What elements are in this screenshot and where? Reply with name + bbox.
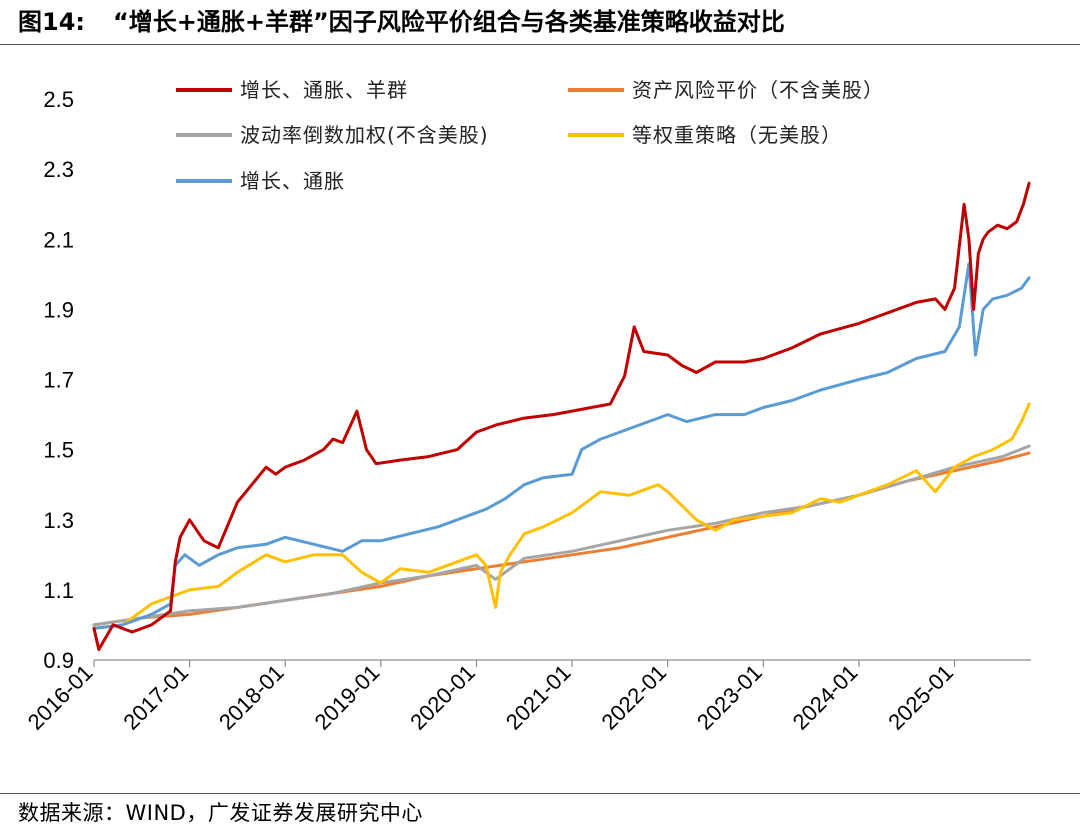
y-tick-label: 1.9	[43, 297, 74, 322]
figure-title-text: “增长+通胀+羊群”因子风险平价组合与各类基准策略收益对比	[113, 8, 785, 36]
x-tick-label: 2023-01	[692, 660, 767, 735]
series-line	[92, 444, 1031, 627]
x-tick-label: 2017-01	[118, 660, 193, 735]
x-tick-label: 2018-01	[214, 660, 289, 735]
x-tick-label: 2020-01	[405, 660, 480, 735]
y-tick-label: 2.5	[43, 87, 74, 112]
y-tick-label: 1.5	[43, 438, 74, 463]
x-tick-label: 2025-01	[883, 660, 958, 735]
y-tick-label: 1.1	[43, 578, 74, 603]
figure-title: 图14: “增长+通胀+羊群”因子风险平价组合与各类基准策略收益对比	[18, 4, 785, 40]
legend-label: 增长、通胀、羊群	[240, 78, 408, 102]
legend-label: 增长、通胀	[240, 169, 345, 193]
figure-number: 图14:	[18, 8, 85, 36]
legend-label: 波动率倒数加权(不含美股)	[240, 123, 489, 147]
x-tick-label: 2019-01	[310, 660, 385, 735]
y-tick-label: 1.7	[43, 368, 74, 393]
series-line	[92, 402, 1031, 630]
x-tick-label: 2024-01	[788, 660, 863, 735]
series-line	[92, 262, 1031, 630]
legend-label: 等权重策略（无美股）	[632, 123, 842, 147]
y-tick-label: 1.3	[43, 508, 74, 533]
x-tick-label: 2021-01	[501, 660, 576, 735]
legend-label: 资产风险平价（不含美股）	[632, 78, 884, 102]
source-note: 数据来源：WIND，广发证券发展研究中心	[18, 801, 423, 825]
source-rule	[0, 793, 1080, 794]
title-rule	[0, 44, 1080, 45]
chart-legend: 增长、通胀、羊群 资产风险平价（不含美股） 波动率倒数加权(不含美股) 等权重策略（无…	[176, 78, 884, 193]
x-tick-label: 2022-01	[596, 660, 671, 735]
y-tick-label: 2.1	[43, 227, 74, 252]
chart-series	[92, 181, 1031, 651]
y-tick-label: 0.9	[43, 648, 74, 673]
y-tick-label: 2.3	[43, 157, 74, 182]
series-line	[92, 451, 1031, 627]
series-line	[92, 181, 1031, 651]
